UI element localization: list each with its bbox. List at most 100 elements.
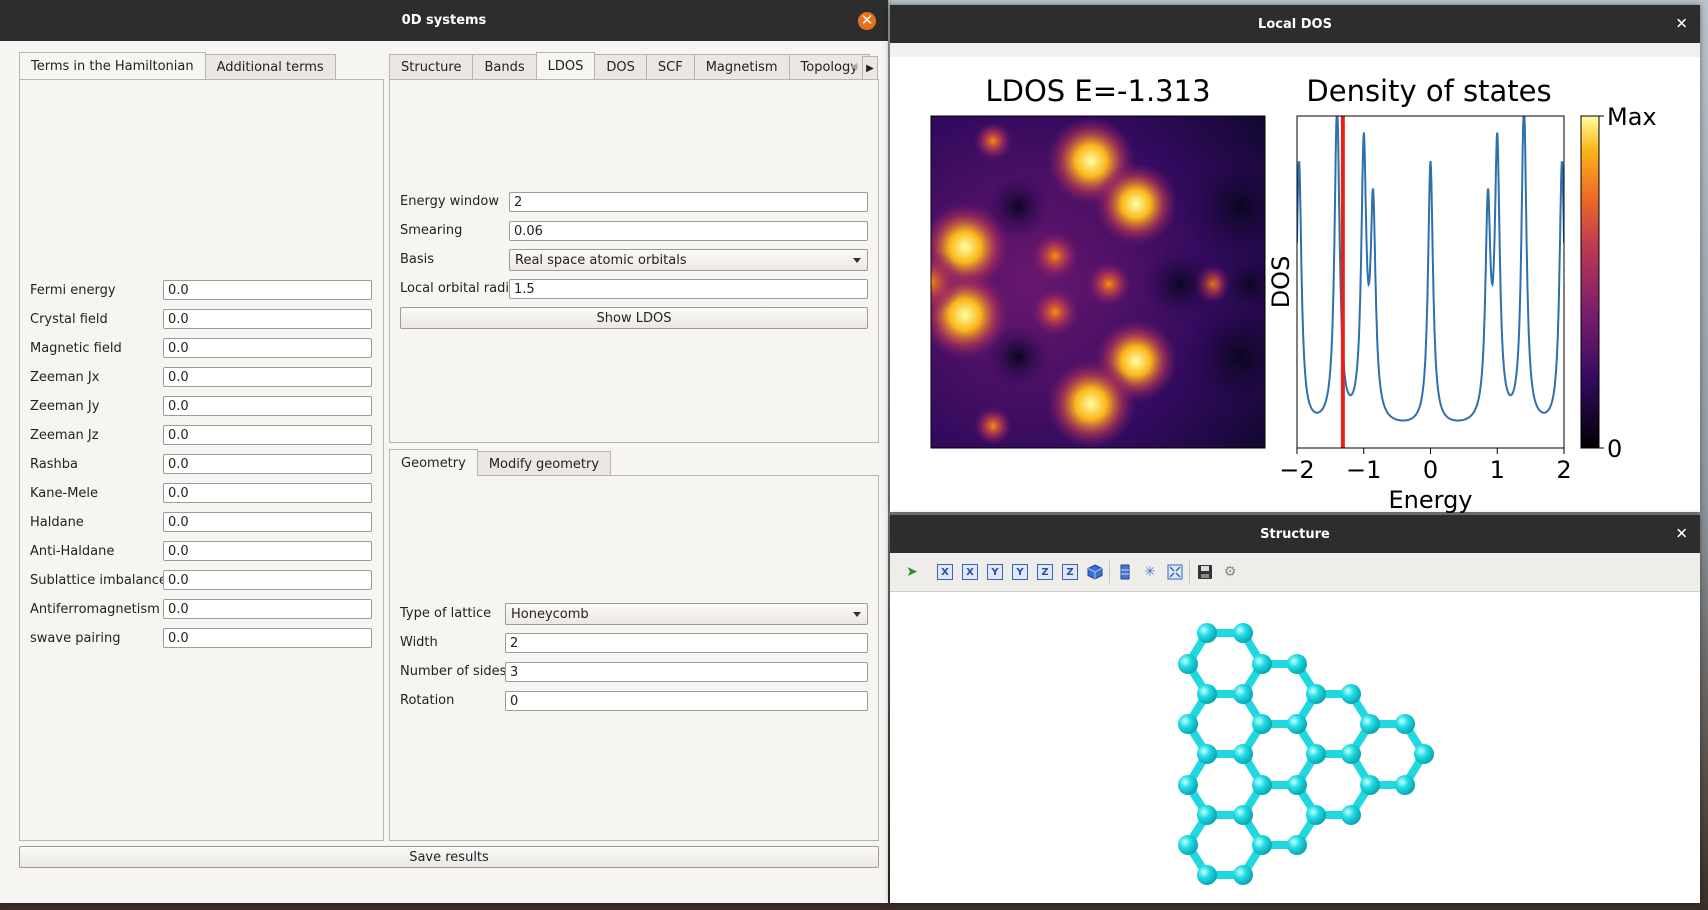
atom[interactable] [1341,684,1361,704]
view-minus-x-icon[interactable]: X [962,564,978,580]
atom[interactable] [1414,744,1434,764]
isometric-view-icon[interactable] [1087,564,1103,580]
atom[interactable] [1360,714,1380,734]
hamiltonian-term-input[interactable]: 0.0 [163,570,372,590]
hamiltonian-term-input[interactable]: 0.0 [163,628,372,648]
tab-ldos[interactable]: LDOS [535,52,596,79]
tab-scf[interactable]: SCF [645,54,695,79]
axes-icon[interactable]: ✳ [1144,564,1156,580]
hamiltonian-term-label: swave pairing [30,631,121,646]
tab-scroll-left-icon[interactable]: ◀ [850,62,858,72]
close-icon[interactable]: ✕ [1675,524,1688,543]
settings-icon[interactable]: ⚙ [1223,564,1237,580]
hamiltonian-term-label: Sublattice imbalance [30,573,167,588]
hamiltonian-term-input[interactable]: 0.0 [163,396,372,416]
select-tool-icon[interactable]: ➤ [906,564,918,580]
atom[interactable] [1233,623,1253,643]
hamiltonian-term-input[interactable]: 0.0 [163,338,372,358]
atom[interactable] [1341,744,1361,764]
atom[interactable] [1341,805,1361,825]
ldos-window-titlebar[interactable]: Local DOS ✕ [890,5,1700,43]
atom[interactable] [1233,744,1253,764]
view-x-icon[interactable]: X [937,564,953,580]
tab-scroll-right-icon[interactable]: ▶ [862,56,878,80]
lattice-type-select[interactable]: Honeycomb [505,603,868,625]
save-results-button[interactable]: Save results [19,846,879,868]
atom[interactable] [1233,865,1253,885]
view-minus-y-icon[interactable]: Y [1012,564,1028,580]
lattice-type-value: Honeycomb [511,606,589,622]
hamiltonian-term-input[interactable]: 0.0 [163,280,372,300]
main-window-titlebar[interactable]: 0D systems ✕ [0,0,888,41]
fit-view-icon[interactable] [1167,564,1183,580]
tab-topology[interactable]: Topology [788,54,870,79]
show-ldos-button[interactable]: Show LDOS [400,307,868,329]
view-minus-z-icon[interactable]: Z [1062,564,1078,580]
tab-bands[interactable]: Bands [472,54,537,79]
energy-window-label: Energy window [400,194,499,209]
atom[interactable] [1395,775,1415,795]
chevron-down-icon [853,258,861,263]
tab-structure[interactable]: Structure [389,54,474,79]
rotation-input[interactable]: 0 [505,691,868,711]
atom[interactable] [1197,865,1217,885]
energy-window-input[interactable]: 2 [509,192,868,212]
geometry-tab-bar: Geometry Modify geometry [389,449,612,476]
hamiltonian-term-label: Haldane [30,515,84,530]
parallel-projection-icon[interactable] [1117,564,1133,580]
x-tick-label: 0 [1423,456,1438,484]
hamiltonian-term-label: Fermi energy [30,283,116,298]
atom[interactable] [1197,744,1217,764]
atom[interactable] [1287,654,1307,674]
hamiltonian-term-input[interactable]: 0.0 [163,454,372,474]
save-icon[interactable] [1197,564,1213,580]
sides-input[interactable]: 3 [505,662,868,682]
atom[interactable] [1360,775,1380,795]
tab-dos[interactable]: DOS [594,54,647,79]
hamiltonian-term-input[interactable]: 0.0 [163,367,372,387]
radii-input[interactable]: 1.5 [509,279,868,299]
width-input[interactable]: 2 [505,633,868,653]
view-z-icon[interactable]: Z [1037,564,1053,580]
atom[interactable] [1197,684,1217,704]
atom[interactable] [1306,805,1326,825]
tab-terms-hamiltonian[interactable]: Terms in the Hamiltonian [19,52,206,79]
atom[interactable] [1178,714,1198,734]
hamiltonian-term-input[interactable]: 0.0 [163,309,372,329]
structure-view[interactable] [890,592,1700,902]
view-y-icon[interactable]: Y [987,564,1003,580]
hamiltonian-term-input[interactable]: 0.0 [163,541,372,561]
atom[interactable] [1306,684,1326,704]
hamiltonian-term-input[interactable]: 0.0 [163,425,372,445]
hamiltonian-term-input[interactable]: 0.0 [163,512,372,532]
atom[interactable] [1178,775,1198,795]
atom[interactable] [1197,805,1217,825]
tab-modify-geometry[interactable]: Modify geometry [476,451,612,476]
close-icon[interactable]: ✕ [1675,14,1688,33]
atoms [1178,623,1434,885]
structure-window-titlebar[interactable]: Structure ✕ [890,515,1700,553]
ldos-window: Local DOS ✕ [890,5,1700,514]
tab-geometry[interactable]: Geometry [389,449,478,476]
atom[interactable] [1233,684,1253,704]
atom[interactable] [1306,744,1326,764]
atom[interactable] [1252,714,1272,734]
atom[interactable] [1197,623,1217,643]
hamiltonian-term-input[interactable]: 0.0 [163,483,372,503]
atom[interactable] [1395,714,1415,734]
close-icon[interactable]: ✕ [858,11,876,30]
atom[interactable] [1252,654,1272,674]
atom[interactable] [1178,835,1198,855]
tab-additional-terms[interactable]: Additional terms [204,54,336,79]
atom[interactable] [1252,835,1272,855]
atom[interactable] [1287,775,1307,795]
tab-magnetism[interactable]: Magnetism [693,54,790,79]
hamiltonian-term-input[interactable]: 0.0 [163,599,372,619]
atom[interactable] [1287,714,1307,734]
smearing-input[interactable]: 0.06 [509,221,868,241]
atom[interactable] [1233,805,1253,825]
atom[interactable] [1252,775,1272,795]
basis-select[interactable]: Real space atomic orbitals [509,249,868,271]
atom[interactable] [1178,654,1198,674]
atom[interactable] [1287,835,1307,855]
